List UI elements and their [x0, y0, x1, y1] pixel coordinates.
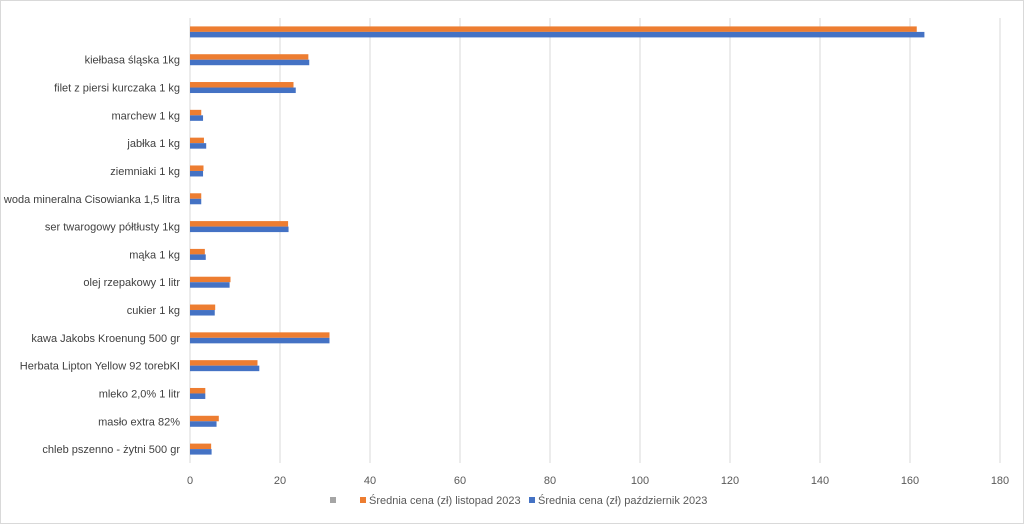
- bar-listopad: [190, 304, 216, 311]
- category-label: olej rzepakowy 1 litr: [83, 277, 180, 289]
- bar-listopad: [190, 360, 258, 366]
- category-label: mąka 1 kg: [129, 249, 180, 261]
- bar-listopad: [190, 415, 219, 422]
- category-label: masło extra 82%: [98, 416, 180, 428]
- x-tick-label: 60: [454, 475, 466, 487]
- category-label: kawa Jakobs Kroenung 500 gr: [31, 333, 180, 345]
- x-tick-label: 120: [721, 475, 739, 487]
- bar-listopad: [190, 276, 231, 283]
- category-label: jabłka 1 kg: [126, 138, 180, 150]
- bar-pazdziernik: [190, 282, 230, 288]
- x-tick-label: 140: [811, 475, 829, 487]
- x-tick-label: 20: [274, 475, 286, 487]
- category-label: marchew 1 kg: [112, 110, 180, 122]
- category-label: cukier 1 kg: [127, 305, 180, 317]
- category-label: ziemniaki 1 kg: [110, 166, 180, 178]
- bar-pazdziernik: [190, 170, 204, 177]
- bar-listopad: [190, 109, 202, 116]
- bar-pazdziernik: [190, 310, 215, 316]
- bar-pazdziernik: [190, 87, 296, 94]
- bar-pazdziernik: [190, 115, 204, 121]
- x-tick-label: 100: [631, 475, 649, 487]
- x-tick-label: 180: [991, 475, 1009, 487]
- bar-pazdziernik: [190, 31, 925, 38]
- bar-pazdziernik: [190, 449, 212, 455]
- category-label: ser twarogowy półtłusty 1kg: [45, 222, 180, 234]
- bar-pazdziernik: [190, 254, 206, 260]
- bar-pazdziernik: [190, 198, 202, 205]
- bar-listopad: [190, 332, 330, 338]
- category-label: filet z piersi kurczaka 1 kg: [54, 83, 180, 95]
- bar-pazdziernik: [190, 226, 289, 233]
- category-label: kiełbasa śląska 1kg: [85, 55, 180, 67]
- bar-listopad: [190, 165, 204, 171]
- legend-swatch: [529, 497, 535, 503]
- bar-listopad: [190, 193, 202, 199]
- bar-listopad: [190, 443, 212, 450]
- bar-pazdziernik: [190, 365, 260, 372]
- bar-listopad: [190, 137, 204, 144]
- category-label: Herbata Lipton Yellow 92 torebKI: [20, 361, 180, 373]
- bar-pazdziernik: [190, 143, 207, 149]
- category-label: chleb pszenno - żytni 500 gr: [42, 444, 180, 456]
- bar-listopad: [190, 248, 205, 255]
- legend-swatch: [330, 497, 336, 503]
- bar-pazdziernik: [190, 337, 330, 344]
- legend-label: Średnia cena (zł) październik 2023: [538, 494, 707, 507]
- x-tick-label: 40: [364, 475, 376, 487]
- bar-listopad: [190, 26, 917, 32]
- bar-pazdziernik: [190, 421, 217, 427]
- x-tick-label: 0: [187, 475, 193, 487]
- x-tick-label: 80: [544, 475, 556, 487]
- x-tick-label: 160: [901, 475, 919, 487]
- bar-listopad: [190, 82, 294, 88]
- legend-swatch: [360, 497, 366, 503]
- legend-label: Średnia cena (zł) listopad 2023: [369, 494, 521, 507]
- bar-pazdziernik: [190, 59, 310, 66]
- bar-listopad: [190, 54, 309, 60]
- bar-listopad: [190, 221, 289, 227]
- category-label: woda mineralna Cisowianka 1,5 litra: [3, 194, 181, 206]
- category-label: mleko 2,0% 1 litr: [99, 388, 181, 400]
- bar-pazdziernik: [190, 393, 206, 399]
- bar-listopad: [190, 387, 206, 394]
